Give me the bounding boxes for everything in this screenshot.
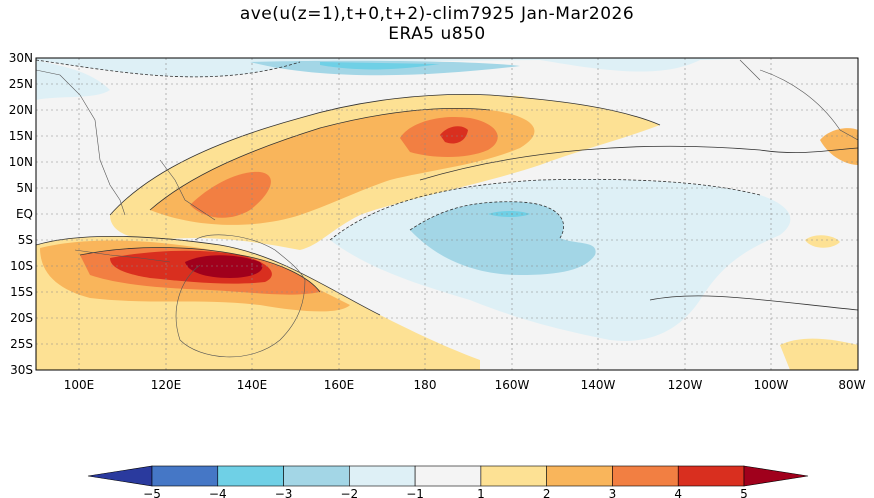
lon-label: 140E [237,378,268,392]
westerly-anomaly-max-north-core [440,126,468,144]
colorbar-box [612,465,679,487]
map-frame [35,57,859,371]
lon-label: 100W [754,378,789,392]
lat-label: EQ [16,207,33,221]
lat-label: 5N [16,181,33,195]
contour-lines [36,93,858,316]
easterly-anomaly-east-pacific-core [488,211,530,217]
westerly-anomaly-southeast [780,338,858,370]
colorbar-tick-label: −4 [209,487,227,498]
lat-label: 20N [9,103,33,117]
colorbar-tick-label: −5 [143,487,161,498]
lon-label: 140W [581,378,616,392]
map-subtitle: ERA5 u850 [388,24,486,44]
colorbar-tick-label: −1 [406,487,424,498]
lon-axis: 100E 120E 140E 160E 180 160W 140W 120W 1… [64,378,866,392]
colorbar-box [546,465,613,487]
colorbar-tick-label: −2 [340,487,358,498]
easterly-anomaly-north-core [320,62,440,70]
colorbar: −5 −4 −3 −2 −1 1 2 3 4 5 [87,465,809,498]
lat-label: 10S [10,259,33,273]
lon-label: 120E [151,378,182,392]
colorbar-tick-label: −3 [275,487,293,498]
westerly-anomaly-east-ne [820,128,858,165]
colorbar-high-triangle [743,465,809,487]
gridlines [36,58,858,370]
lon-label: 100E [64,378,95,392]
negative-contour-lines [36,59,761,241]
lat-label: 25S [10,337,33,351]
colorbar-tick-label: 4 [674,487,682,498]
colorbar-tick-label: 1 [477,487,485,498]
easterly-anomaly-east-pacific-strong [410,201,596,275]
lat-label: 20S [10,311,33,325]
westerly-anomaly-small-east [805,235,840,248]
map-title: ave(u(z=1),t+0,t+2)-clim7925 Jan-Mar2026 [239,4,635,24]
lat-label: 25N [9,77,33,91]
colorbar-box [283,465,350,487]
colorbar-tick-label: 3 [609,487,617,498]
colorbar-box [217,465,284,487]
lat-label: 5S [18,233,33,247]
lat-axis: 30N 25N 20N 15N 10N 5N EQ 5S 10S 15S 20S… [9,51,33,377]
colorbar-box [480,465,547,487]
colorbar-box [414,465,482,487]
colorbar-box [349,465,416,487]
easterly-anomaly-indian-north [36,60,110,100]
colorbar-low-triangle [87,465,153,487]
lon-label: 180 [414,378,437,392]
westerly-anomaly-small-ne [500,95,540,115]
anomaly-field [36,58,858,370]
lat-label: 15S [10,285,33,299]
lon-label: 120W [668,378,703,392]
westerly-anomaly-south-core [185,255,263,278]
easterly-anomaly-north [36,58,760,77]
lat-label: 10N [9,155,33,169]
westerly-anomaly-band-high [190,171,271,218]
lat-label: 30S [10,363,33,377]
lon-label: 160W [495,378,530,392]
lon-label: 160E [324,378,355,392]
colorbar-box [677,465,745,487]
colorbar-tick-label: 2 [543,487,551,498]
lon-label: 80W [838,378,865,392]
lat-label: 15N [9,129,33,143]
colorbar-tick-label: 5 [740,487,748,498]
colorbar-box [151,465,219,487]
lat-label: 30N [9,51,33,65]
